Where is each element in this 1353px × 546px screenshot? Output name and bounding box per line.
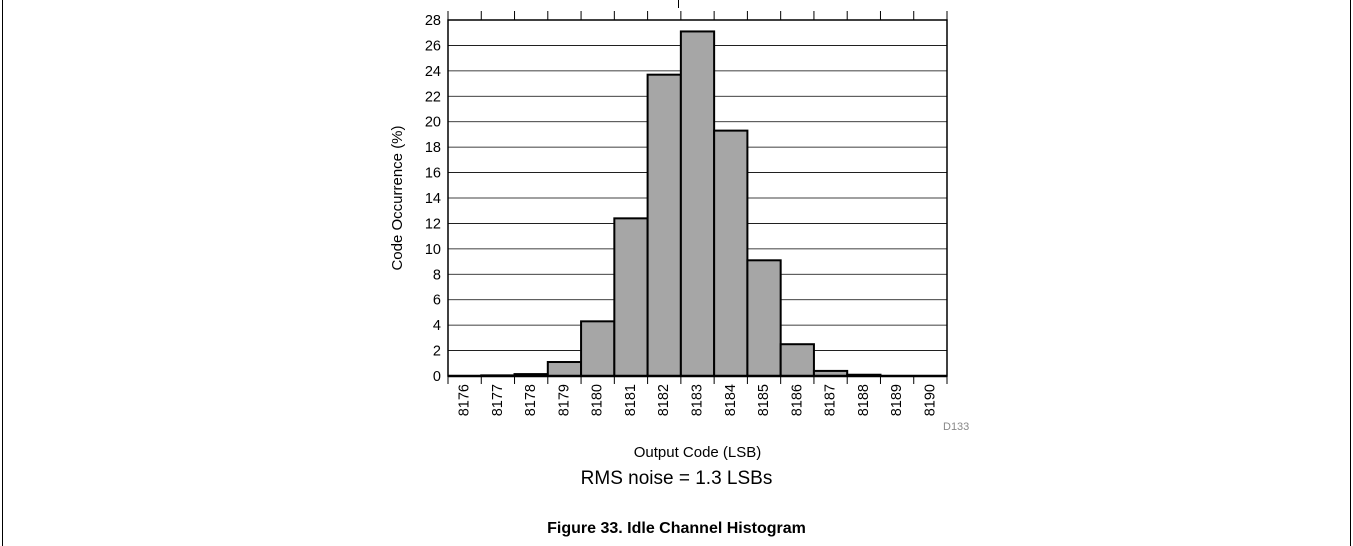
x-tick-label: 8182 <box>656 384 672 416</box>
x-tick-label: 8184 <box>723 384 739 416</box>
bars <box>448 30 947 378</box>
y-tick-label: 14 <box>425 191 441 207</box>
y-axis-label: Code Occurrence (%) <box>389 125 406 270</box>
y-tick-label: 24 <box>425 64 441 80</box>
y-tick-label: 20 <box>425 115 441 131</box>
y-tick-label: 6 <box>433 293 441 309</box>
y-tick-label: 0 <box>433 369 441 385</box>
figure-reference-id: D133 <box>943 421 969 433</box>
y-tick-label: 4 <box>433 318 441 334</box>
y-tick-label: 18 <box>425 140 441 156</box>
rms-noise-note: RMS noise = 1.3 LSBs <box>580 468 773 489</box>
x-tick-label: 8176 <box>457 384 473 416</box>
bar-8182 <box>646 73 682 378</box>
x-tick-label: 8186 <box>789 384 805 416</box>
bar-8180 <box>580 320 616 378</box>
page-border-left <box>2 0 3 546</box>
x-tick-label: 8185 <box>756 384 772 416</box>
x-tick-label: 8180 <box>590 384 606 416</box>
bar-8179 <box>546 361 583 377</box>
page-border-top-divider <box>678 0 679 8</box>
x-tick-label: 8183 <box>690 384 706 416</box>
plot-frame <box>447 19 948 377</box>
x-tick-label: 8189 <box>889 384 905 416</box>
x-tick-label: 8178 <box>523 384 539 416</box>
bar-8186 <box>779 343 815 378</box>
y-tick-label: 10 <box>425 242 441 258</box>
y-tick-label: 16 <box>425 166 441 182</box>
y-tick-label: 26 <box>425 38 441 54</box>
bar-8181 <box>613 217 649 377</box>
y-tick-label: 12 <box>425 216 441 232</box>
page-border-right <box>1350 0 1351 546</box>
x-tick-label: 8187 <box>823 384 839 416</box>
y-tick-label: 2 <box>433 344 441 360</box>
x-axis-label: Output Code (LSB) <box>634 444 762 460</box>
y-tick-label: 22 <box>425 89 441 105</box>
y-tick-label: 28 <box>425 13 441 29</box>
x-tick-label: 8179 <box>556 384 572 416</box>
x-tick-label: 8177 <box>490 384 506 416</box>
bar-8183 <box>679 30 716 377</box>
x-axis-ticks: 8176 8177 8178 8179 8180 8181 8182 8183 8184 8185… <box>447 11 948 416</box>
figure-caption: Figure 33. Idle Channel Histogram <box>547 520 806 537</box>
x-tick-label: 8190 <box>922 384 938 416</box>
x-tick-label: 8188 <box>856 384 872 416</box>
y-tick-label: 8 <box>433 267 441 283</box>
bar-8185 <box>746 259 782 377</box>
x-tick-label: 8181 <box>623 384 639 416</box>
bar-8184 <box>713 129 749 377</box>
